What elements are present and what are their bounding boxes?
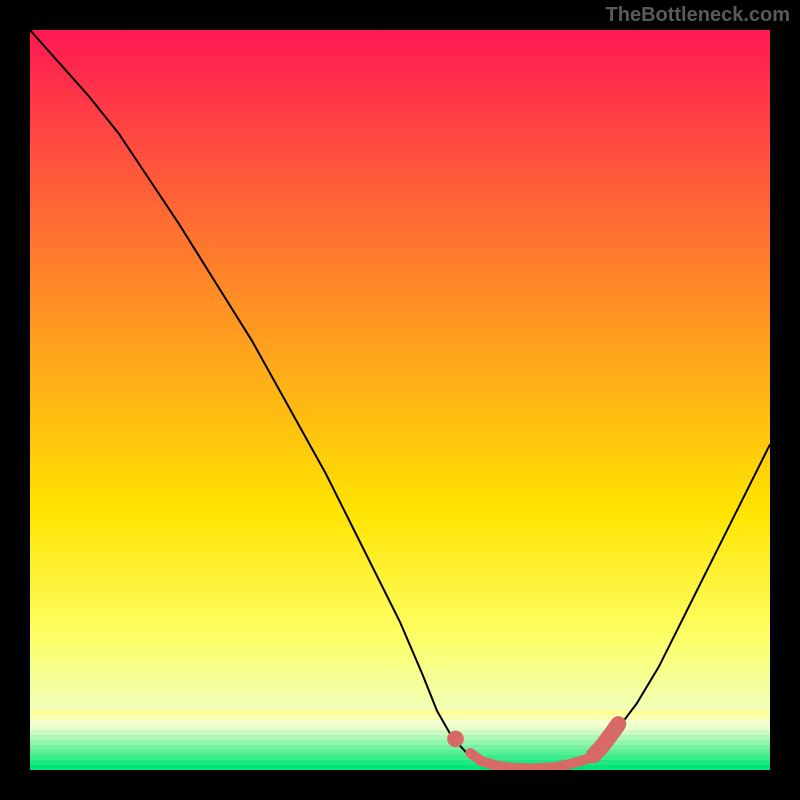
highlight-dot-left [447,731,464,748]
gradient-bands [30,710,770,770]
plot-area [30,30,770,770]
gradient-background [30,30,770,770]
watermark-text: TheBottleneck.com [606,4,790,27]
chart-svg [30,30,770,770]
